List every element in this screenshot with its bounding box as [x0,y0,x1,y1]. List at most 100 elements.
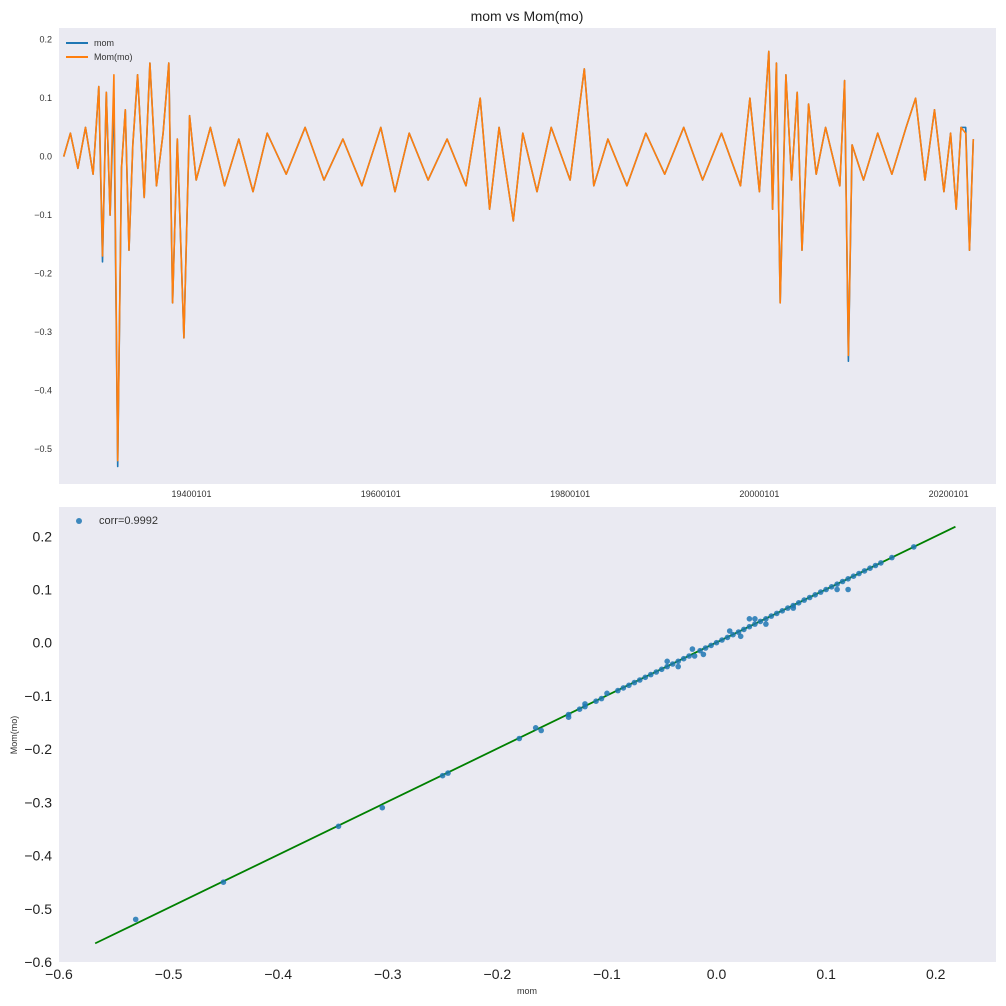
scatter-point [737,633,744,640]
scatter-point [631,679,638,686]
legend: corr=0.9992 [76,515,158,527]
scatter-point [823,586,829,593]
scatter-point [604,690,610,697]
scatter-point [817,589,824,595]
scatter-point [445,770,451,776]
scatter-point [785,605,791,611]
scatter-point [642,674,649,681]
scatter-point [752,616,758,622]
scatter-point [680,655,687,662]
y-axis: 0.2 0.1 0.0 −0.1 −0.2 −0.3 −0.4 −0.5 −0.6 [24,528,52,970]
scatter-point [220,879,227,885]
scatter-point [724,634,731,641]
scatter-point [664,663,670,670]
scatter-point [850,573,857,579]
scatter-point [648,671,654,678]
scatter-point [675,663,681,670]
y-tick-label: −0.4 [24,848,52,864]
scatter-point [801,597,807,603]
legend-label-corr: corr=0.9992 [99,515,158,527]
scatter-point [626,682,632,689]
y-tick-label: −0.3 [24,794,52,810]
y-tick-label: −0.6 [24,954,52,970]
y-tick-label: 0.2 [39,35,52,45]
scatter-point [834,581,840,587]
scatter-point [582,701,588,707]
scatter-point [700,651,707,658]
y-tick-label: 0.0 [33,635,53,651]
scatter-point [828,584,835,590]
x-tick-label: 20000101 [739,489,779,499]
x-tick-label: −0.4 [264,966,292,982]
scatter-point [598,695,605,702]
scatter-point [746,623,753,630]
scatter-panel: 0.20.10.0−0.1−0.2−0.3−0.4−0.5−0.6 −0.6 −0… [9,507,996,996]
scatter-point [763,616,769,622]
scatter-point [708,642,714,649]
scatter-point [746,616,753,622]
scatter-point [691,653,698,659]
scatter-point [132,916,139,923]
scatter-point [664,658,670,665]
scatter-point [516,735,523,742]
scatter-point [768,613,775,619]
y-tick-label: −0.5 [34,444,52,454]
series-line-mom-mo [62,50,975,462]
scatter-point [790,605,797,611]
x-tick-label: −0.2 [484,966,512,982]
legend-label-mom: mom [94,38,114,48]
scatter-point [763,621,769,627]
y-tick-label: −0.1 [34,210,52,220]
scatter-point [795,600,802,606]
scatter-point [726,628,733,634]
scatter-point [735,629,742,635]
scatter-point [697,647,703,654]
scatter-point [538,727,544,734]
time-series-panel: mom vs Mom(mo) 0.2 0.1 0.0 −0.1 −0.2 −0.3 −0.4… [34,8,996,499]
x-tick-label: 0.1 [816,966,836,982]
scatter-points [132,544,917,923]
scatter-point [779,608,786,614]
x-tick-label: 19600101 [361,489,401,499]
scatter-point [713,639,720,646]
scatter-point [757,618,764,625]
scatter-point [719,637,725,643]
chart-title: mom vs Mom(mo) [471,8,584,24]
x-tick-label: 19400101 [171,489,211,499]
scatter-point [752,621,758,627]
y-tick-label: 0.0 [39,152,52,162]
scatter-point [867,565,873,571]
scatter-point [856,570,862,577]
scatter-point [741,626,747,633]
scatter-point [565,711,572,718]
scatter-point [637,677,643,683]
scatter-point [806,594,813,601]
x-tick-label: 20200101 [929,489,969,499]
x-tick-label: −0.1 [593,966,621,982]
x-tick-label: −0.6 [45,966,73,982]
scatter-point [812,592,818,598]
scatter-point [379,804,386,811]
scatter-point [653,669,660,675]
y-axis-label: Mom(mo) [9,716,19,755]
scatter-point [702,645,709,651]
x-axis: 19400101 19600101 19800101 20000101 20200101 [171,489,968,499]
scatter-point [834,586,840,593]
scatter-point [911,544,917,550]
y-tick-label: −0.4 [34,385,52,395]
scatter-point [689,646,696,652]
plot-area [59,28,996,484]
legend: mom Mom(mo) [66,38,133,62]
scatter-point [669,661,676,667]
x-tick-label: −0.5 [155,966,183,982]
scatter-point [861,568,868,574]
legend-label-mom-mo: Mom(mo) [94,52,133,62]
scatter-point [335,823,342,830]
scatter-point [576,706,583,712]
y-tick-label: −0.2 [24,741,52,757]
y-tick-label: −0.2 [34,269,52,279]
series-lines [62,50,975,468]
x-axis: −0.6 −0.5 −0.4 −0.3 −0.2 −0.1 0.0 0.1 0.2 [45,966,945,982]
